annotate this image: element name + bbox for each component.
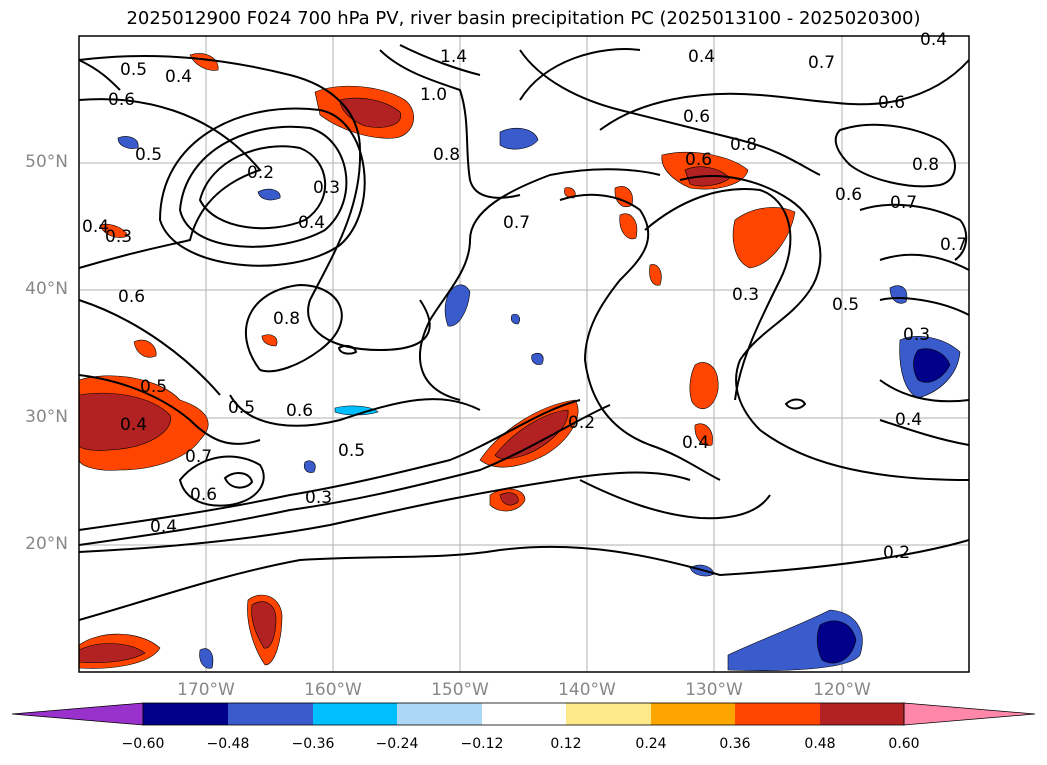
colorbar-tick-label: 0.48 (804, 736, 836, 752)
contour-label: 0.3 (313, 178, 340, 198)
contour-label: 1.4 (440, 47, 467, 67)
contour-label: 0.6 (286, 401, 313, 421)
contour-label: 0.2 (883, 543, 910, 563)
contour-label: 0.4 (298, 213, 325, 233)
colorbar-tick-label: 0.12 (550, 736, 582, 752)
contour-label: 0.5 (120, 60, 147, 80)
contour-label: 0.4 (688, 47, 715, 67)
contour-label: 1.0 (420, 85, 447, 105)
colorbar-tick-label: −0.48 (206, 736, 250, 752)
contour-label: 0.6 (190, 485, 217, 505)
contour-label: 0.7 (940, 235, 967, 255)
contour-label: 0.7 (890, 193, 917, 213)
map-title: 2025012900 F024 700 hPa PV, river basin … (126, 8, 921, 29)
contour-label: 0.6 (108, 90, 135, 110)
contour-label: 0.4 (165, 67, 192, 87)
colorbar-segment (313, 703, 397, 725)
gridlines (79, 36, 969, 672)
contour-label: 0.4 (895, 410, 922, 430)
contour-label: 0.7 (808, 53, 835, 73)
contour-label: 0.5 (140, 377, 167, 397)
colorbar-tick-label: 0.36 (719, 736, 751, 752)
contour-label: 0.6 (835, 185, 862, 205)
contour-label: 0.5 (832, 295, 859, 315)
contour-label: 0.4 (120, 415, 147, 435)
colorbar (11, 702, 1036, 726)
contour-label: 0.2 (568, 413, 595, 433)
lat-label: 30°N (25, 407, 68, 427)
lat-label: 50°N (25, 152, 68, 172)
colorbar-segment (397, 703, 482, 725)
lon-label: 120°W (813, 680, 871, 700)
colorbar-tick-label: −0.12 (460, 736, 504, 752)
contour-label: 0.4 (150, 517, 177, 537)
contour-label: 0.8 (912, 155, 939, 175)
lon-label: 150°W (431, 680, 489, 700)
colorbar-tick-label: −0.36 (291, 736, 335, 752)
contour-label: 0.6 (878, 93, 905, 113)
contour-label: 0.4 (682, 433, 709, 453)
contour-label: 0.6 (118, 287, 145, 307)
contour-label: 0.3 (105, 227, 132, 247)
colorbar-tick-label: 0.24 (635, 736, 667, 752)
contour-label: 0.6 (685, 150, 712, 170)
contour-label: 0.3 (305, 488, 332, 508)
colorbar-tick-label: −0.24 (375, 736, 419, 752)
lon-label: 130°W (685, 680, 743, 700)
colorbar-segment (566, 703, 651, 725)
contour-label: 0.5 (338, 441, 365, 461)
contour-label: 0.6 (683, 107, 710, 127)
colorbar-segment (651, 703, 735, 725)
contour-label: 0.7 (503, 213, 530, 233)
lat-label: 40°N (25, 279, 68, 299)
colorbar-segment (228, 703, 313, 725)
contour-label: 0.2 (247, 163, 274, 183)
colorbar-tick-label: −0.60 (121, 736, 165, 752)
colorbar-tick-label: 0.60 (888, 736, 920, 752)
colorbar-extend-low (11, 702, 144, 726)
contour-label: 0.4 (82, 217, 109, 237)
contour-label: 0.5 (228, 398, 255, 418)
colorbar-segment (735, 703, 820, 725)
contour-label: 0.5 (135, 145, 162, 165)
colorbar-segment (482, 703, 566, 725)
colorbar-segment (143, 703, 228, 725)
lon-label: 140°W (558, 680, 616, 700)
lat-label: 20°N (25, 534, 68, 554)
contour-label: 0.4 (920, 30, 947, 50)
contour-label: 0.7 (185, 447, 212, 467)
precip-negative-shading (117, 127, 961, 671)
contour-label: 0.8 (273, 309, 300, 329)
contour-label: 0.3 (732, 285, 759, 305)
map-frame (78, 35, 970, 673)
lon-label: 160°W (304, 680, 362, 700)
contour-labels: 0.5 0.4 0.6 0.5 0.2 0.3 0.4 0.4 0.3 1.4 … (82, 30, 967, 563)
contour-label: 0.3 (903, 325, 930, 345)
contour-label: 0.8 (433, 145, 460, 165)
colorbar-segment (820, 703, 904, 725)
colorbar-extend-high (903, 702, 1036, 726)
lon-label: 170°W (177, 680, 235, 700)
pv-contours (78, 44, 970, 621)
contour-label: 0.8 (730, 135, 757, 155)
